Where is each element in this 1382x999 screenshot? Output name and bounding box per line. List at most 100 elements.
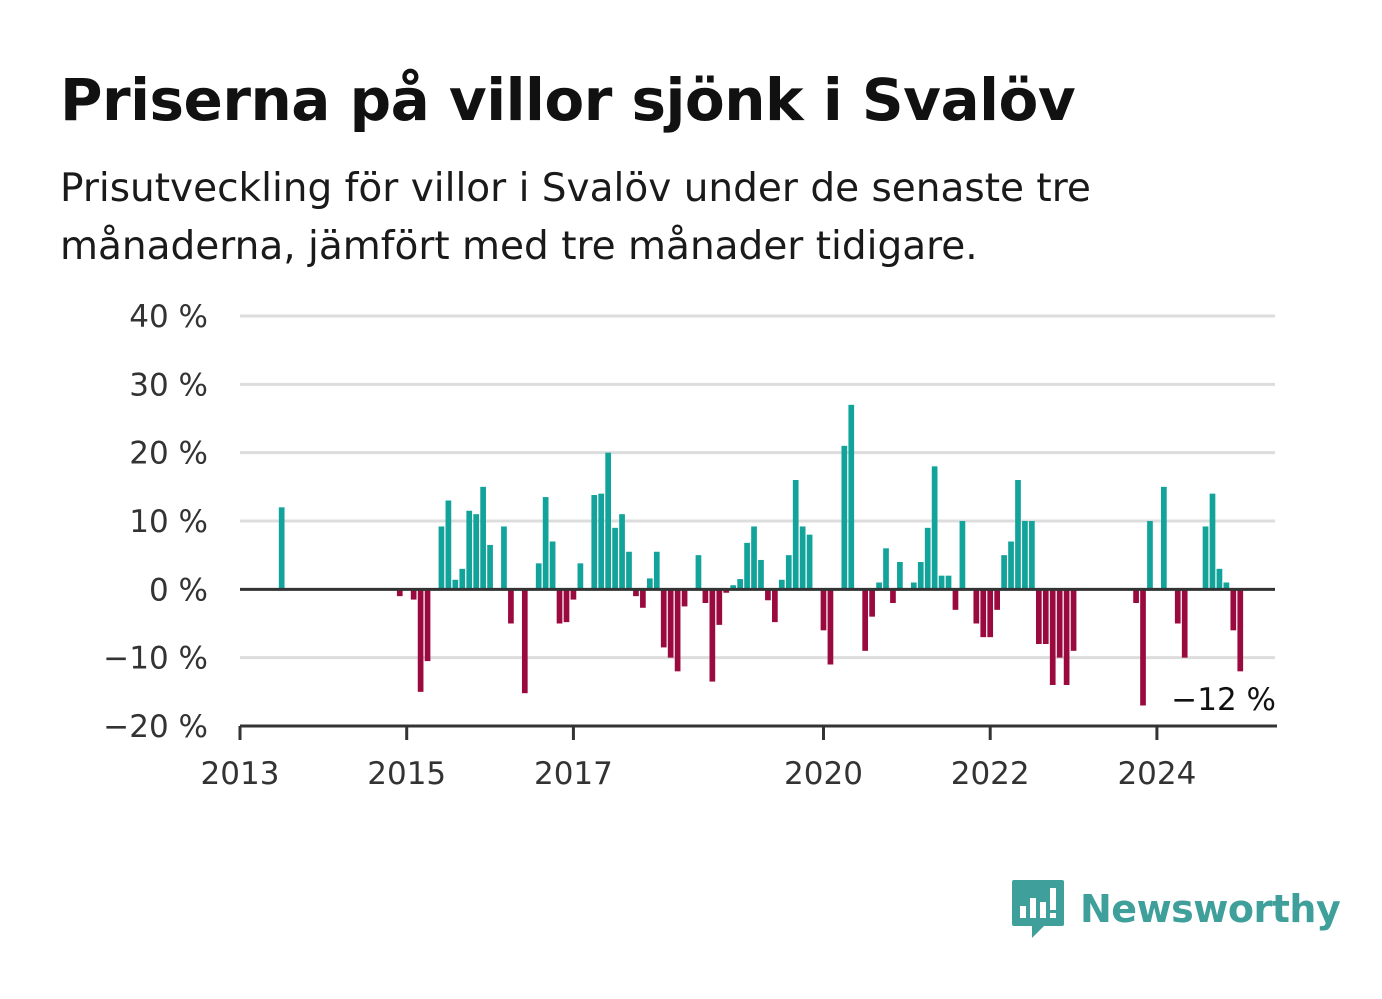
bar bbox=[876, 582, 882, 590]
bar bbox=[959, 521, 966, 590]
bar bbox=[1133, 589, 1139, 603]
bar bbox=[417, 589, 424, 692]
newsworthy-logo[interactable]: Newsworthy bbox=[1010, 878, 1341, 940]
bar bbox=[535, 563, 542, 590]
bar bbox=[1181, 589, 1188, 658]
bar bbox=[917, 562, 924, 590]
bar bbox=[410, 589, 417, 600]
bar bbox=[521, 589, 528, 694]
bar bbox=[1174, 589, 1181, 624]
bar bbox=[556, 589, 563, 624]
bar bbox=[438, 526, 445, 590]
bar bbox=[848, 404, 855, 590]
x-tick-label: 2020 bbox=[784, 756, 863, 792]
bar bbox=[487, 544, 493, 590]
bar bbox=[1056, 589, 1063, 658]
bar bbox=[1070, 589, 1077, 651]
newsworthy-logo-icon bbox=[1012, 880, 1064, 938]
bar bbox=[508, 589, 514, 624]
y-tick-label: 40 % bbox=[129, 299, 208, 335]
bar bbox=[799, 526, 806, 590]
bar bbox=[612, 527, 618, 590]
y-tick-label: 30 % bbox=[129, 367, 208, 403]
gridlines bbox=[240, 314, 1275, 660]
bar bbox=[646, 578, 653, 590]
bars bbox=[278, 404, 1244, 706]
bar bbox=[1140, 589, 1146, 706]
bar bbox=[633, 589, 639, 597]
bar bbox=[869, 589, 875, 617]
bar bbox=[1015, 480, 1021, 590]
bar bbox=[730, 585, 737, 590]
bar bbox=[765, 589, 771, 601]
bar bbox=[667, 589, 674, 658]
axis-labels: 40 % 30 % 20 % 10 % 0 % −10 % −20 % 2013 2015 201… bbox=[103, 299, 1276, 792]
bar bbox=[820, 589, 827, 631]
bar bbox=[577, 563, 584, 590]
x-tick-label: 2017 bbox=[534, 756, 613, 792]
y-tick-label: −10 % bbox=[103, 641, 208, 677]
bar bbox=[542, 497, 549, 590]
bar bbox=[653, 551, 660, 590]
y-tick-label: 20 % bbox=[129, 436, 208, 472]
bar bbox=[598, 493, 605, 590]
bar bbox=[1202, 526, 1209, 590]
y-tick-label: 0 % bbox=[149, 572, 208, 608]
bar bbox=[459, 568, 466, 590]
bar bbox=[744, 542, 750, 590]
bar bbox=[924, 527, 931, 590]
bar bbox=[931, 466, 938, 590]
bar bbox=[709, 589, 716, 682]
bar bbox=[883, 548, 889, 590]
x-tick-label: 2024 bbox=[1117, 756, 1196, 792]
bar bbox=[473, 514, 480, 590]
bar bbox=[952, 589, 959, 610]
bar bbox=[841, 445, 848, 590]
bar bbox=[1042, 589, 1049, 644]
bar bbox=[910, 582, 917, 590]
bar bbox=[1161, 486, 1167, 590]
bar bbox=[695, 555, 702, 590]
bar bbox=[480, 486, 486, 590]
bar bbox=[626, 551, 632, 590]
bar bbox=[723, 589, 730, 593]
bar bbox=[890, 589, 896, 603]
bar bbox=[452, 579, 459, 590]
x-tick-label: 2022 bbox=[951, 756, 1030, 792]
bar bbox=[1209, 493, 1216, 590]
bar bbox=[987, 589, 994, 638]
x-tick-label: 2013 bbox=[201, 756, 280, 792]
bar bbox=[1223, 582, 1230, 590]
bar bbox=[424, 589, 431, 662]
y-tick-label: −20 % bbox=[103, 709, 208, 745]
bar bbox=[1230, 589, 1237, 631]
bar bbox=[737, 579, 743, 590]
bar bbox=[1022, 521, 1028, 590]
bar bbox=[660, 589, 667, 648]
axes bbox=[238, 587, 1277, 740]
bar bbox=[702, 589, 709, 603]
bar bbox=[751, 526, 757, 590]
y-tick-label: 10 % bbox=[129, 504, 208, 540]
chart-title: Priserna på villor sjönk i Svalöv bbox=[60, 66, 1076, 134]
bar bbox=[501, 526, 507, 590]
bar bbox=[1063, 589, 1070, 685]
bar bbox=[973, 589, 980, 624]
bar bbox=[897, 562, 903, 590]
brand-name: Newsworthy bbox=[1080, 887, 1341, 931]
bar bbox=[827, 589, 834, 665]
bar bbox=[716, 589, 723, 625]
bar bbox=[466, 510, 473, 590]
last-value-label: −12 % bbox=[1171, 682, 1276, 718]
bar bbox=[1029, 521, 1035, 590]
bar bbox=[994, 589, 1000, 610]
bar bbox=[1035, 589, 1042, 644]
x-tick-label: 2015 bbox=[367, 756, 446, 792]
bar bbox=[674, 589, 681, 672]
bar bbox=[591, 495, 598, 590]
bar bbox=[806, 534, 813, 590]
bar bbox=[772, 589, 778, 623]
bar bbox=[681, 589, 688, 607]
bar bbox=[1147, 521, 1153, 590]
